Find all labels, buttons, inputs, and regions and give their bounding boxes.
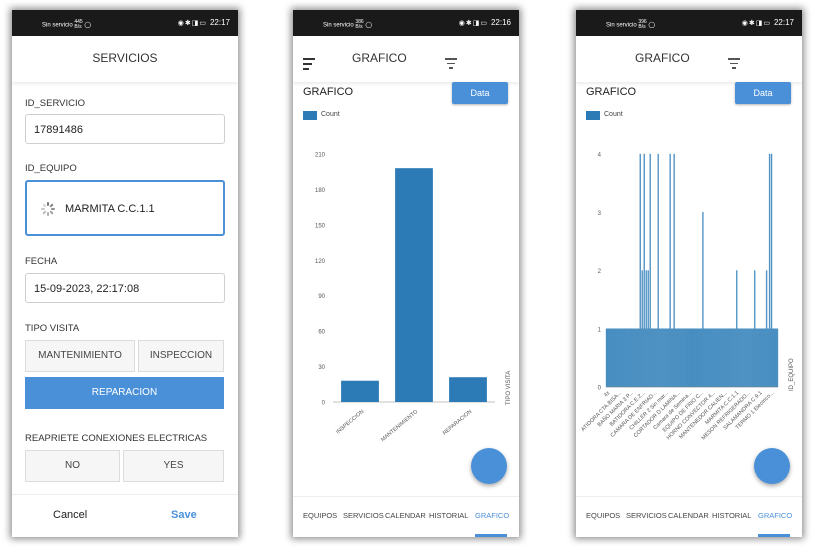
y-tick-label: 4 xyxy=(598,153,602,159)
y-tick-label: 210 xyxy=(315,153,326,159)
phone-grafico-equipo: Sin servicio 396 B/s ◯ ◉✱◨▭ 22:17 GRAFICO … xyxy=(576,10,802,537)
bar xyxy=(776,328,779,388)
net-speed-value: 445 xyxy=(74,19,83,25)
x-tick-label: MANTENIMIENTO xyxy=(380,408,420,443)
app-bar: GRAFICO xyxy=(293,36,519,82)
bottom-nav: EQUIPOS SERVICIOS CALENDAR HISTORIAL GRA… xyxy=(293,496,519,537)
y-tick-label: 3 xyxy=(598,211,602,217)
status-icons: ◉✱◨▭ xyxy=(741,20,771,27)
clock-text: 22:16 xyxy=(490,18,511,27)
reapriete-yes-button[interactable]: YES xyxy=(123,450,224,482)
x-axis-title: TIPO VISITA xyxy=(506,371,512,405)
carrier-text: Sin servicio xyxy=(606,22,637,29)
reapriete-no-button[interactable]: NO xyxy=(25,450,120,482)
nav-servicios[interactable]: SERVICIOS xyxy=(626,511,667,520)
id-equipo-value: MARMITA C.C.1.1 xyxy=(65,203,155,215)
status-bar: Sin servicio 445 B/s ◯ ◉✱◨▭ 22:17 xyxy=(12,10,238,36)
id-equipo-picker[interactable]: MARMITA C.C.1.1 xyxy=(25,180,225,236)
nav-historial[interactable]: HISTORIAL xyxy=(712,511,752,520)
page-title: SERVICIOS xyxy=(92,51,158,65)
carrier-text: Sin servicio xyxy=(323,22,354,29)
y-tick-label: 120 xyxy=(315,259,326,265)
app-bar: GRAFICO xyxy=(576,36,802,82)
nav-equipos[interactable]: EQUIPOS xyxy=(303,511,338,520)
fecha-label: FECHA xyxy=(25,256,58,267)
carrier-text: Sin servicio xyxy=(42,22,73,29)
y-tick-label: 0 xyxy=(598,386,602,392)
loading-spinner-icon xyxy=(41,202,55,217)
chart-section-title: GRAFICO xyxy=(586,86,637,98)
bar xyxy=(449,377,487,402)
cancel-button[interactable]: Cancel xyxy=(53,509,88,521)
tipo-visita-label: TIPO VISITA xyxy=(25,323,80,334)
y-tick-label: 180 xyxy=(315,188,326,194)
y-tick-label: 60 xyxy=(318,330,325,336)
net-speed-unit: B/s xyxy=(638,24,646,30)
y-tick-label: 0 xyxy=(322,401,326,407)
nav-active-indicator xyxy=(758,534,790,537)
fecha-input[interactable]: 15-09-2023, 22:17:08 xyxy=(25,273,225,303)
clock-text: 22:17 xyxy=(209,18,230,27)
x-axis-title: ID_EQUIPO xyxy=(789,358,795,391)
nav-historial[interactable]: HISTORIAL xyxy=(429,511,469,520)
page-title: GRAFICO xyxy=(352,51,407,65)
y-tick-label: 150 xyxy=(315,223,326,229)
tipo-mantenimiento-button[interactable]: MANTENIMIENTO xyxy=(25,340,135,372)
fab-button[interactable] xyxy=(754,448,790,484)
legend-label: Count xyxy=(321,111,340,118)
filter-icon[interactable] xyxy=(445,58,457,72)
y-tick-label: 90 xyxy=(318,294,325,300)
net-speed-value: 396 xyxy=(638,19,647,25)
tipo-reparacion-button[interactable]: REPARACION xyxy=(25,377,224,409)
bar xyxy=(395,168,433,402)
x-tick-label: 4x xyxy=(603,390,612,399)
fab-button[interactable] xyxy=(471,448,507,484)
status-icons: ◉✱◨▭ xyxy=(177,20,207,27)
id-equipo-label: ID_EQUIPO xyxy=(25,163,77,174)
nav-servicios[interactable]: SERVICIOS xyxy=(343,511,384,520)
nav-grafico[interactable]: GRAFICO xyxy=(475,511,510,520)
data-button[interactable]: Data xyxy=(452,82,508,104)
status-bar: Sin servicio 396 B/s ◯ ◉✱◨▭ 22:17 xyxy=(576,10,802,36)
net-speed-unit: B/s xyxy=(355,24,363,30)
tipo-inspeccion-button[interactable]: INSPECCION xyxy=(138,340,224,372)
phone-grafico-tipo: Sin servicio 386 B/s ◯ ◉✱◨▭ 22:16 GRAFICO … xyxy=(293,10,519,537)
y-tick-label: 1 xyxy=(598,327,602,333)
page-title: GRAFICO xyxy=(635,51,690,65)
legend-swatch xyxy=(586,111,600,120)
net-speed-unit: B/s xyxy=(74,24,82,30)
status-icons: ◉✱◨▭ xyxy=(458,20,488,27)
y-tick-label: 2 xyxy=(598,269,602,275)
bottom-nav: EQUIPOS SERVICIOS CALENDAR HISTORIAL GRA… xyxy=(576,496,802,537)
form-actions: Cancel Save xyxy=(12,494,238,537)
phone-servicios-form: Sin servicio 445 B/s ◯ ◉✱◨▭ 22:17 SERVICIO… xyxy=(12,10,238,537)
menu-icon[interactable] xyxy=(303,58,315,73)
x-tick-label: INSPECCION xyxy=(335,409,365,436)
id-servicio-label: ID_SERVICIO xyxy=(25,98,86,109)
reapriete-label: REAPRIETE CONEXIONES ELECTRICAS xyxy=(25,433,208,444)
nav-calendar[interactable]: CALENDAR xyxy=(385,511,426,520)
nav-grafico[interactable]: GRAFICO xyxy=(758,511,793,520)
nav-active-indicator xyxy=(475,534,507,537)
id-servicio-input[interactable]: 17891486 xyxy=(25,114,225,144)
app-bar: SERVICIOS xyxy=(12,36,238,82)
nav-equipos[interactable]: EQUIPOS xyxy=(586,511,621,520)
filter-icon[interactable] xyxy=(728,58,740,72)
bar xyxy=(341,380,379,402)
save-button[interactable]: Save xyxy=(171,509,197,521)
status-bar: Sin servicio 386 B/s ◯ ◉✱◨▭ 22:16 xyxy=(293,10,519,36)
net-speed-value: 386 xyxy=(355,19,364,25)
y-tick-label: 30 xyxy=(318,365,325,371)
data-button[interactable]: Data xyxy=(735,82,791,104)
nav-calendar[interactable]: CALENDAR xyxy=(668,511,709,520)
chart-section-title: GRAFICO xyxy=(303,86,354,98)
legend-swatch xyxy=(303,111,317,120)
x-tick-label: REPARACION xyxy=(442,409,473,437)
legend-label: Count xyxy=(604,111,623,118)
clock-text: 22:17 xyxy=(773,18,794,27)
tipo-visita-bar-chart: 0 30 60 90 120 150 180 210 INSPECCION MANTENIMIEN… xyxy=(315,153,512,444)
